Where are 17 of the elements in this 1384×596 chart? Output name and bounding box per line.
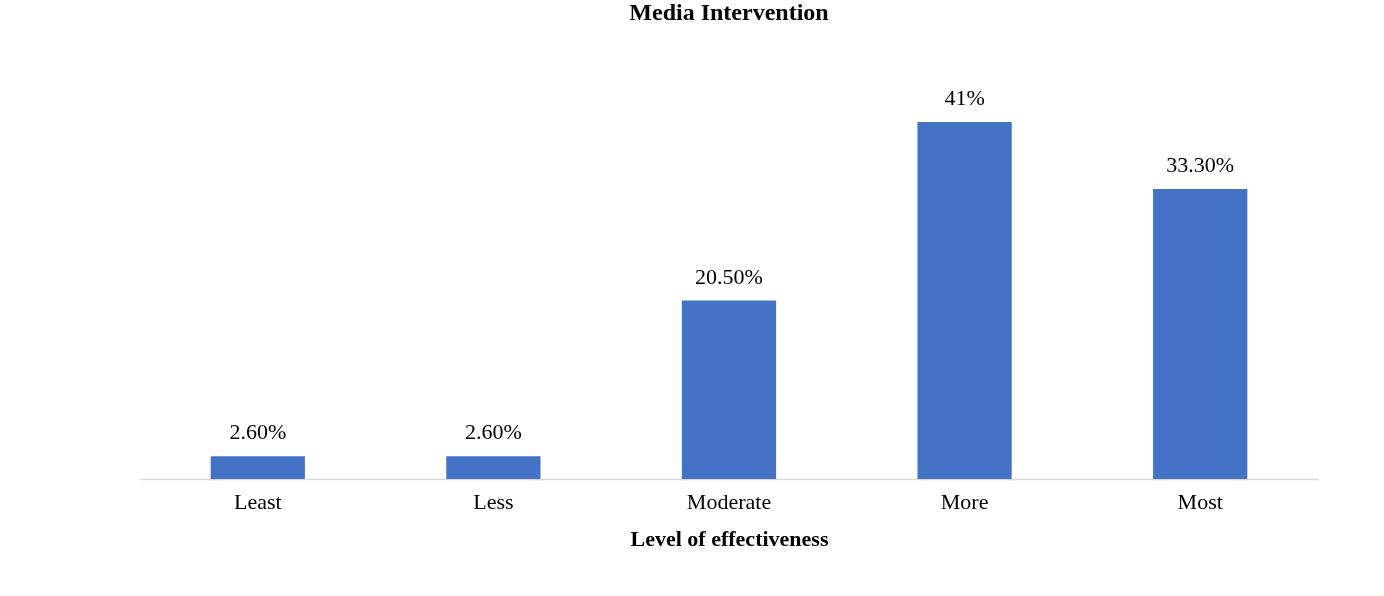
bar — [681, 300, 777, 479]
x-tick-label: Less — [473, 488, 514, 514]
bar — [917, 122, 1012, 479]
data-label: 2.60% — [464, 419, 522, 445]
bar — [446, 456, 541, 479]
x-tick-label: Moderate — [686, 488, 772, 514]
x-axis-title: Level of effectiveness — [630, 525, 829, 551]
data-label: 33.30% — [1166, 152, 1235, 178]
x-tick-label: Least — [233, 488, 282, 514]
bar — [210, 456, 305, 479]
chart-title: Media Intervention — [629, 0, 829, 25]
data-label: 2.60% — [229, 419, 287, 445]
x-tick-label: More — [940, 488, 989, 514]
data-label: 41% — [944, 85, 985, 110]
bar — [1153, 189, 1248, 479]
x-tick-label: Most — [1177, 488, 1223, 514]
data-label: 20.50% — [695, 263, 763, 289]
